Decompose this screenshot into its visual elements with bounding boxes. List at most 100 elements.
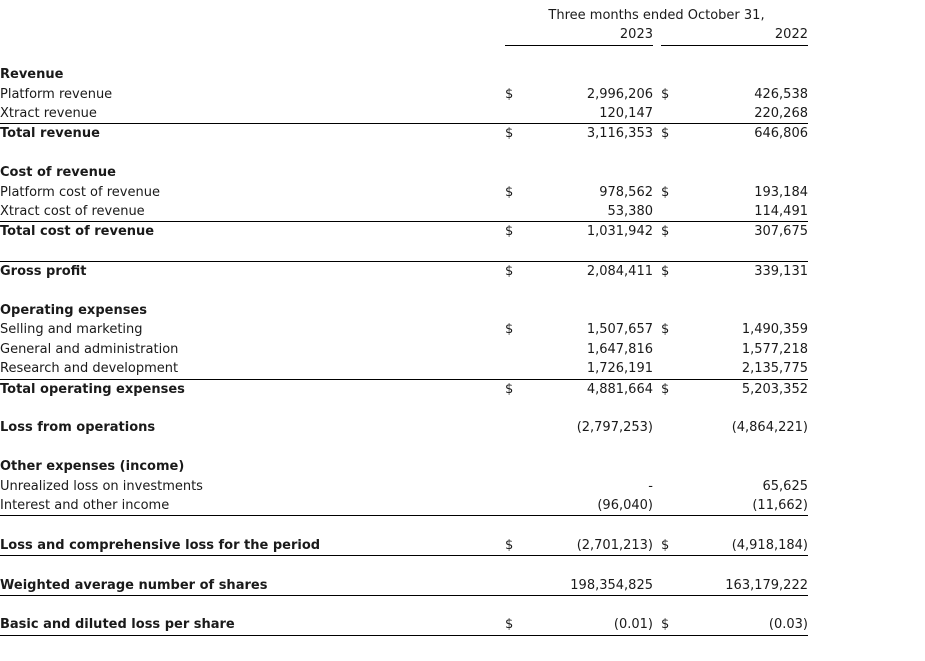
column-gap [653, 262, 661, 282]
value-2023: 1,507,657 [586, 322, 653, 338]
period-header: Three months ended October 31, [548, 8, 765, 23]
currency-symbol-2023 [505, 340, 533, 359]
total-row: Loss and comprehensive loss for the peri… [0, 535, 808, 557]
column-gap [653, 301, 661, 320]
spacer-row [0, 438, 808, 457]
currency-symbol-2023 [505, 516, 533, 536]
row-label: Unrealized loss on investments [0, 478, 203, 494]
line-item-row: Platform cost of revenue $978,562 $193,184 [0, 183, 808, 202]
total-row: Weighted average number of shares 198,354… [0, 575, 808, 597]
empty-cell [0, 6, 505, 25]
column-gap [653, 222, 661, 242]
total-row: Total cost of revenue $1,031,942 $307,675 [0, 222, 808, 242]
column-gap [653, 163, 661, 182]
value-2022 [689, 556, 808, 576]
currency-symbol-2023 [505, 202, 533, 223]
column-gap [653, 65, 661, 84]
row-label: Platform revenue [0, 86, 113, 102]
currency-symbol-2023: $ [505, 86, 514, 102]
spacer-row [0, 399, 808, 418]
value-2022: (4,864,221) [731, 420, 808, 436]
column-gap [653, 183, 661, 202]
row-label: Loss from operations [0, 420, 156, 436]
value-2023: 3,116,353 [586, 126, 653, 142]
currency-symbol-2022 [661, 596, 689, 616]
currency-symbol-2022: $ [661, 224, 670, 240]
row-label: Gross profit [0, 264, 87, 280]
spacer-row [0, 596, 808, 616]
section-header-row: Revenue [0, 65, 808, 84]
currency-symbol-2023 [505, 496, 533, 517]
total-row: Total revenue $3,116,353 $646,806 [0, 124, 808, 144]
column-gap [653, 124, 661, 144]
currency-symbol-2023: $ [505, 322, 514, 338]
currency-symbol-2022: $ [661, 264, 670, 280]
currency-symbol-2023 [505, 163, 533, 182]
value-2022 [689, 241, 808, 263]
column-gap [653, 144, 661, 163]
table-body: Revenue Platform revenue $2,996,206 $426,53… [0, 45, 808, 636]
row-label [0, 241, 505, 263]
currency-symbol-2023: $ [505, 615, 533, 636]
column-gap [653, 615, 661, 636]
currency-symbol-2023: $ [505, 126, 514, 142]
row-label [0, 282, 505, 301]
line-item-row: Interest and other income (96,040) (11,662… [0, 496, 808, 517]
value-2023: 120,147 [533, 104, 653, 125]
value-2023 [533, 163, 653, 182]
row-label [0, 438, 505, 457]
currency-symbol-2023 [505, 438, 533, 457]
currency-symbol-2022: $ [661, 184, 670, 200]
empty-cell [0, 25, 505, 45]
period-header-row: Three months ended October 31, [0, 6, 808, 25]
value-2022: 163,179,222 [689, 575, 808, 597]
currency-symbol-2022 [661, 241, 689, 263]
value-2022 [689, 438, 808, 457]
currency-symbol-2022 [661, 496, 689, 517]
row-label: General and administration [0, 341, 179, 357]
value-2022: 1,577,218 [741, 341, 808, 357]
row-label: Total cost of revenue [0, 224, 155, 240]
row-label [0, 45, 505, 65]
line-item-row: Selling and marketing $1,507,657 $1,490,35… [0, 320, 808, 339]
currency-symbol-2022 [661, 45, 689, 65]
value-2023: 4,881,664 [586, 381, 653, 397]
line-item-row: Research and development 1,726,191 2,135,7… [0, 359, 808, 380]
column-gap [653, 418, 661, 437]
value-2022: 220,268 [689, 104, 808, 125]
value-2022 [689, 282, 808, 301]
column-gap [653, 457, 661, 476]
value-2022 [689, 596, 808, 616]
column-gap [653, 202, 661, 223]
row-label [0, 144, 505, 163]
currency-symbol-2023 [505, 477, 533, 496]
total-row: Loss from operations (2,797,253) (4,864,22… [0, 418, 808, 437]
row-label: Research and development [0, 359, 505, 380]
section-header-row: Cost of revenue [0, 163, 808, 182]
currency-symbol-2022 [661, 104, 689, 125]
currency-symbol-2023: $ [505, 224, 514, 240]
value-2023 [533, 301, 653, 320]
line-item-row: General and administration 1,647,816 1,577… [0, 340, 808, 359]
column-gap [653, 556, 661, 576]
value-2023: (96,040) [533, 496, 653, 517]
value-2022 [689, 457, 808, 476]
currency-symbol-2023: $ [505, 184, 514, 200]
currency-symbol-2023 [505, 45, 533, 65]
value-2023 [533, 241, 653, 263]
value-2023 [533, 399, 653, 418]
value-2022 [689, 301, 808, 320]
total-row: Total operating expenses $4,881,664 $5,203… [0, 379, 808, 399]
currency-symbol-2022 [661, 359, 689, 380]
section-header-row: Operating expenses [0, 301, 808, 320]
currency-symbol-2023 [505, 65, 533, 84]
column-gap [653, 320, 661, 339]
value-2022: 426,538 [754, 86, 808, 102]
currency-symbol-2022 [661, 340, 689, 359]
value-2023 [533, 144, 653, 163]
value-2022: (0.03) [689, 615, 808, 636]
currency-symbol-2023 [505, 418, 533, 437]
year-column-header-2022: 2022 [661, 25, 808, 46]
row-label [0, 516, 505, 536]
currency-symbol-2022 [661, 556, 689, 576]
